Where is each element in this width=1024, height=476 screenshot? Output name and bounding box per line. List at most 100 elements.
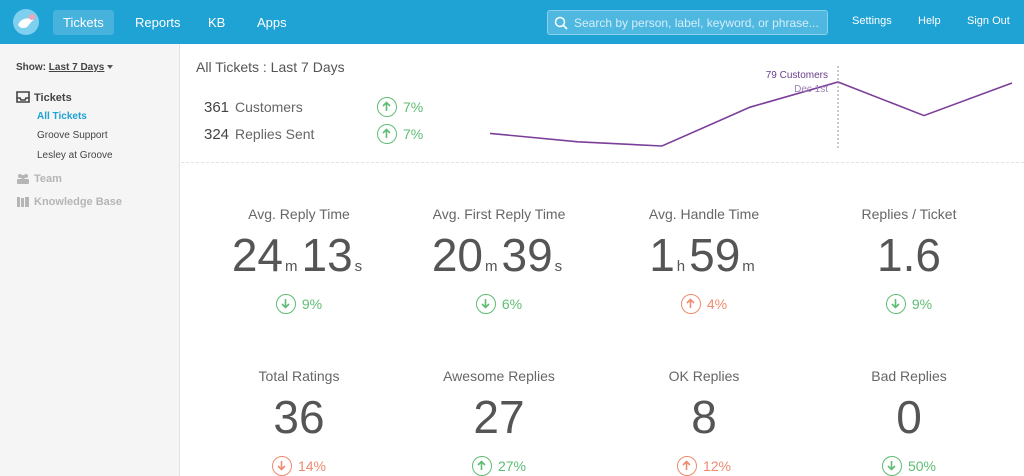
metric-unit: m — [285, 258, 298, 275]
date-range-value[interactable]: Last 7 Days — [48, 62, 105, 73]
knowledge-base-icon — [17, 197, 29, 207]
metric-trend: 4% — [604, 294, 804, 314]
customers-stat: 361 Customers — [204, 99, 303, 116]
metric-value: 36 — [199, 390, 399, 444]
metric-unit: s — [354, 258, 363, 275]
customers-trend: 7% — [377, 97, 423, 117]
date-range-filter[interactable]: Show: Last 7 Days — [16, 62, 114, 73]
metric-label: Avg. First Reply Time — [432, 206, 566, 222]
customers-line-chart[interactable] — [488, 60, 1024, 156]
metric-card: Avg. Handle Time 1 h59 m 4% — [604, 206, 804, 314]
metric-trend: 6% — [399, 294, 599, 314]
arrow-up-icon — [471, 456, 492, 476]
metric-trend-value: 50% — [907, 458, 937, 474]
metric-card: Awesome Replies 27 27% — [399, 368, 599, 476]
metric-unit: m — [485, 258, 498, 275]
arrow-down-icon — [475, 294, 496, 314]
sign-out-link[interactable]: Sign Out — [967, 15, 1010, 27]
replies-label: Replies Sent — [235, 126, 315, 142]
metric-number: 59 — [689, 229, 741, 281]
metric-value: 1 h59 m — [604, 228, 804, 282]
metric-value: 1.6 — [809, 228, 1009, 282]
metric-label: Replies / Ticket — [861, 206, 957, 222]
metric-value: 27 — [399, 390, 599, 444]
tab-reports[interactable]: Reports — [135, 15, 181, 30]
top-nav-bar: Tickets Reports KB Apps Settings Help Si… — [0, 0, 1024, 44]
search-input[interactable] — [574, 11, 824, 34]
metric-trend: 12% — [604, 456, 804, 476]
metric-card: Avg. First Reply Time 20 m39 s 6% — [399, 206, 599, 314]
metric-trend-value: 12% — [702, 458, 732, 474]
settings-link[interactable]: Settings — [852, 15, 892, 27]
metric-number: 36 — [273, 391, 325, 443]
metric-label: OK Replies — [668, 368, 740, 384]
metric-label: Awesome Replies — [443, 368, 555, 384]
arrow-down-icon — [271, 456, 292, 476]
metric-value: 8 — [604, 390, 804, 444]
metric-number: 8 — [691, 391, 717, 443]
metric-card: Bad Replies 0 50% — [809, 368, 1009, 476]
metric-trend: 14% — [199, 456, 399, 476]
sidebar-section-knowledge-base[interactable]: Knowledge Base — [16, 196, 122, 208]
metric-number: 13 — [301, 229, 353, 281]
search-box — [547, 10, 828, 35]
arrow-up-icon — [680, 294, 701, 314]
metric-card: OK Replies 8 12% — [604, 368, 804, 476]
customers-series-line — [489, 81, 1013, 147]
replies-trend-value: 7% — [403, 126, 424, 142]
metric-trend-value: 27% — [497, 458, 527, 474]
metric-card: Total Ratings 36 14% — [199, 368, 399, 476]
sidebar-item-groove-support[interactable]: Groove Support — [37, 130, 108, 141]
metric-trend-value: 9% — [911, 296, 933, 312]
metric-number: 1.6 — [877, 229, 941, 281]
metric-number: 0 — [896, 391, 922, 443]
replies-trend: 7% — [377, 124, 423, 144]
metric-trend-value: 14% — [297, 458, 327, 474]
metric-value: 0 — [809, 390, 1009, 444]
metric-trend-value: 9% — [301, 296, 323, 312]
metric-unit: h — [676, 258, 686, 275]
metric-unit: m — [742, 258, 755, 275]
groove-logo-icon[interactable] — [12, 8, 40, 36]
metric-number: 39 — [501, 229, 553, 281]
search-icon — [554, 16, 568, 30]
metric-trend: 9% — [809, 294, 1009, 314]
replies-stat: 324 Replies Sent — [204, 126, 314, 143]
sidebar-section-tickets[interactable]: Tickets — [16, 91, 72, 104]
chart-tooltip-date: Dec 1st — [794, 84, 828, 95]
metric-trend: 9% — [199, 294, 399, 314]
sidebar: Show: Last 7 Days Tickets All Tickets Gr… — [0, 44, 180, 476]
arrow-up-icon — [377, 97, 397, 117]
replies-count: 324 — [204, 126, 230, 143]
metric-trend-value: 6% — [501, 296, 523, 312]
chart-tooltip-value: 79 Customers — [765, 70, 828, 81]
metric-number: 20 — [431, 229, 483, 281]
sidebar-item-lesley-at-groove[interactable]: Lesley at Groove — [37, 150, 113, 161]
metric-trend: 50% — [809, 456, 1009, 476]
metric-label: Bad Replies — [871, 368, 947, 384]
metric-label: Avg. Reply Time — [248, 206, 350, 222]
help-link[interactable]: Help — [918, 15, 941, 27]
team-section-label: Team — [34, 173, 62, 185]
sidebar-section-team[interactable]: Team — [16, 173, 62, 185]
metric-trend: 27% — [399, 456, 599, 476]
metric-label: Total Ratings — [258, 368, 340, 384]
metric-value: 20 m39 s — [399, 228, 599, 282]
metric-number: 27 — [473, 391, 525, 443]
team-icon — [17, 174, 29, 184]
tab-apps[interactable]: Apps — [257, 15, 287, 30]
page-title: All Tickets : Last 7 Days — [196, 59, 345, 75]
metric-card: Replies / Ticket 1.6 9% — [809, 206, 1009, 314]
arrow-down-icon — [885, 294, 906, 314]
tab-kb[interactable]: KB — [208, 15, 226, 30]
tab-tickets[interactable]: Tickets — [53, 10, 114, 35]
arrow-up-icon — [377, 124, 397, 144]
metric-label: Avg. Handle Time — [648, 206, 760, 222]
metric-card: Avg. Reply Time 24 m13 s 9% — [199, 206, 399, 314]
metric-number: 24 — [231, 229, 283, 281]
show-label: Show: — [16, 62, 46, 73]
metric-value: 24 m13 s — [199, 228, 399, 282]
arrow-down-icon — [881, 456, 902, 476]
sidebar-item-all-tickets[interactable]: All Tickets — [37, 111, 87, 122]
caret-down-icon[interactable] — [107, 65, 114, 69]
